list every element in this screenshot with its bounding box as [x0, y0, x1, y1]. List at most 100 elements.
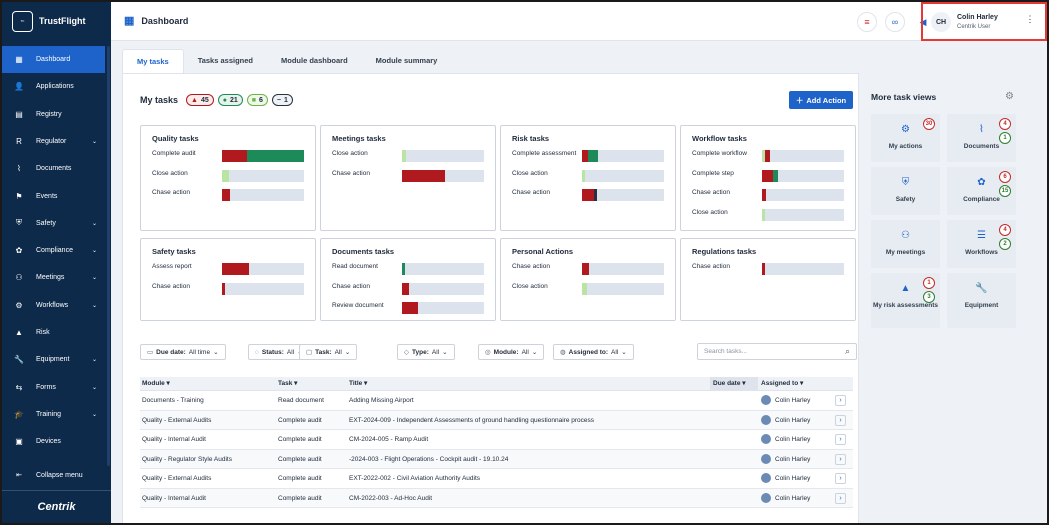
- sidebar-item-workflows[interactable]: ⚙ Workflows ⌄: [2, 292, 111, 319]
- chevron-right-icon[interactable]: ›: [835, 492, 846, 504]
- task-row-read-document[interactable]: Read document: [332, 263, 497, 281]
- progress-bar[interactable]: [402, 150, 484, 162]
- filter-module[interactable]: ◎ Module: All ⌄: [478, 344, 545, 360]
- user-menu[interactable]: CH Colin Harley Centrik User ⋮: [921, 2, 1047, 41]
- table-row[interactable]: Quality - Regulator Style Audits Complete…: [140, 449, 853, 469]
- progress-bar[interactable]: [402, 263, 484, 275]
- badge-lightgreen[interactable]: ■ 6: [246, 94, 268, 106]
- sidebar-item-equipment[interactable]: 🔧 Equipment ⌄: [2, 346, 111, 373]
- badge-dark[interactable]: −1: [271, 94, 293, 106]
- table-row[interactable]: Quality - Internal Audit Complete audit CM…: [140, 488, 853, 508]
- sidebar-item-registry[interactable]: ▤ Registry: [2, 101, 111, 128]
- sidebar-item-meetings[interactable]: ⚇ Meetings ⌄: [2, 264, 111, 291]
- add-action-button[interactable]: ＋ Add Action: [789, 91, 853, 109]
- col-title[interactable]: Title ▾: [349, 380, 368, 387]
- table-row[interactable]: Documents - Training Read document Adding …: [140, 391, 853, 411]
- sidebar-item-documents[interactable]: ⌇ Documents: [2, 155, 111, 182]
- task-row-chase-action[interactable]: Chase action: [332, 169, 497, 188]
- progress-bar[interactable]: [222, 169, 304, 182]
- sidebar-scrollbar[interactable]: [107, 46, 110, 466]
- progress-bar[interactable]: [582, 263, 664, 275]
- table-row[interactable]: Quality - External Audits Complete audit E…: [140, 469, 853, 489]
- task-row-complete-step[interactable]: Complete step: [692, 169, 857, 188]
- tab-my-tasks[interactable]: My tasks: [122, 49, 184, 73]
- tile-equipment[interactable]: 🔧 Equipment: [947, 273, 1016, 328]
- stack-icon[interactable]: ≡: [857, 12, 877, 32]
- task-row-chase-action[interactable]: Chase action: [332, 282, 497, 301]
- chevron-right-icon[interactable]: ›: [835, 453, 846, 465]
- filter-due-date[interactable]: ▭ Due date: All time ⌄: [140, 344, 226, 360]
- sidebar-item-events[interactable]: ⚑ Events: [2, 183, 111, 210]
- progress-bar[interactable]: [402, 169, 484, 182]
- progress-bar[interactable]: [582, 150, 664, 162]
- sidebar-item-devices[interactable]: ▣ Devices: [2, 428, 111, 455]
- progress-bar[interactable]: [222, 189, 304, 201]
- progress-bar[interactable]: [222, 263, 304, 275]
- col-module[interactable]: Module ▾: [142, 380, 170, 387]
- task-row-close-action[interactable]: Close action: [152, 169, 317, 188]
- task-row-complete-workflow[interactable]: Complete workflow: [692, 150, 857, 168]
- tab-module-dashboard[interactable]: Module dashboard: [281, 56, 348, 65]
- progress-bar[interactable]: [402, 302, 484, 314]
- chevron-right-icon[interactable]: ›: [835, 395, 846, 406]
- gear-icon[interactable]: ⚙: [1005, 91, 1014, 102]
- badge-red[interactable]: ▲ 45: [186, 94, 214, 106]
- task-row-chase-action[interactable]: Chase action: [152, 282, 317, 301]
- task-row-assess-report[interactable]: Assess report: [152, 263, 317, 281]
- sidebar-item-regulator[interactable]: R Regulator ⌄: [2, 128, 111, 155]
- progress-bar[interactable]: [582, 282, 664, 295]
- tab-module-summary[interactable]: Module summary: [375, 56, 438, 65]
- task-row-complete-audit[interactable]: Complete audit: [152, 150, 317, 168]
- task-row-close-action[interactable]: Close action: [332, 150, 497, 168]
- filter-task[interactable]: ▢ Task: All ⌄: [299, 344, 358, 360]
- sidebar-item-risk[interactable]: ▲ Risk: [2, 319, 111, 346]
- tile-workflows[interactable]: ☰ Workflows 4 2: [947, 220, 1016, 268]
- tile-compliance[interactable]: ✿ Compliance 6 15: [947, 167, 1016, 215]
- tile-my-meetings[interactable]: ⚇ My meetings: [871, 220, 940, 268]
- filter-type[interactable]: ◇ Type: All ⌄: [397, 344, 455, 360]
- badge-green[interactable]: ● 21: [217, 94, 243, 106]
- sidebar-item-applications[interactable]: 👤 Applications: [2, 73, 111, 100]
- sidebar-item-safety[interactable]: ⛨ Safety ⌄: [2, 210, 111, 237]
- tab-tasks-assigned[interactable]: Tasks assigned: [197, 56, 253, 65]
- chevron-right-icon[interactable]: ›: [835, 434, 846, 445]
- filter-assigned-to[interactable]: ◍ Assigned to: All ⌄: [553, 344, 634, 360]
- tile-documents[interactable]: ⌇ Documents 4 1: [947, 114, 1016, 162]
- tile-my-risk-assessments[interactable]: ▲ My risk assessments 1 3: [871, 273, 940, 328]
- task-row-chase-action[interactable]: Chase action: [152, 189, 317, 207]
- search-input[interactable]: Search tasks... ⌕: [697, 343, 857, 360]
- progress-bar[interactable]: [402, 282, 484, 295]
- progress-bar[interactable]: [762, 208, 844, 221]
- task-row-chase-action[interactable]: Chase action: [512, 189, 677, 207]
- col-assigned-to[interactable]: Assigned to ▾: [761, 380, 804, 387]
- progress-bar[interactable]: [582, 169, 664, 182]
- tile-my-actions[interactable]: ⚙ My actions 30: [871, 114, 940, 162]
- sidebar-item-dashboard[interactable]: ▦ Dashboard: [2, 46, 105, 73]
- kebab-menu-icon[interactable]: ⋮: [1025, 14, 1035, 24]
- progress-bar[interactable]: [762, 189, 844, 201]
- chevron-right-icon[interactable]: ›: [835, 414, 846, 426]
- sidebar-item-compliance[interactable]: ✿ Compliance ⌄: [2, 237, 111, 264]
- table-row[interactable]: Quality - External Audits Complete audit E…: [140, 410, 853, 430]
- col-task[interactable]: Task ▾: [278, 380, 298, 387]
- sidebar-item-training[interactable]: 🎓 Training ⌄: [2, 401, 111, 428]
- task-row-close-action[interactable]: Close action: [692, 208, 857, 227]
- tile-safety[interactable]: ⛨ Safety: [871, 167, 940, 215]
- task-row-chase-action[interactable]: Chase action: [692, 189, 857, 207]
- progress-bar[interactable]: [222, 150, 304, 162]
- col-due-date[interactable]: Due date ▾: [710, 377, 758, 391]
- chevron-right-icon[interactable]: ›: [835, 473, 846, 484]
- link-icon[interactable]: ∞: [885, 12, 905, 32]
- table-row[interactable]: Quality - Internal Audit Complete audit CM…: [140, 430, 853, 450]
- task-row-chase-action[interactable]: Chase action: [692, 263, 857, 281]
- app-logo[interactable]: TF TrustFlight: [2, 2, 111, 40]
- progress-bar[interactable]: [762, 169, 844, 182]
- collapse-menu-button[interactable]: ⇤ Collapse menu: [2, 465, 111, 485]
- sidebar-item-forms[interactable]: ⇆ Forms ⌄: [2, 374, 111, 401]
- progress-bar[interactable]: [762, 263, 844, 275]
- task-row-complete-assessment[interactable]: Complete assessment: [512, 150, 677, 168]
- task-row-close-action[interactable]: Close action: [512, 282, 677, 301]
- progress-bar[interactable]: [762, 150, 844, 162]
- task-row-chase-action[interactable]: Chase action: [512, 263, 677, 281]
- task-row-close-action[interactable]: Close action: [512, 169, 677, 188]
